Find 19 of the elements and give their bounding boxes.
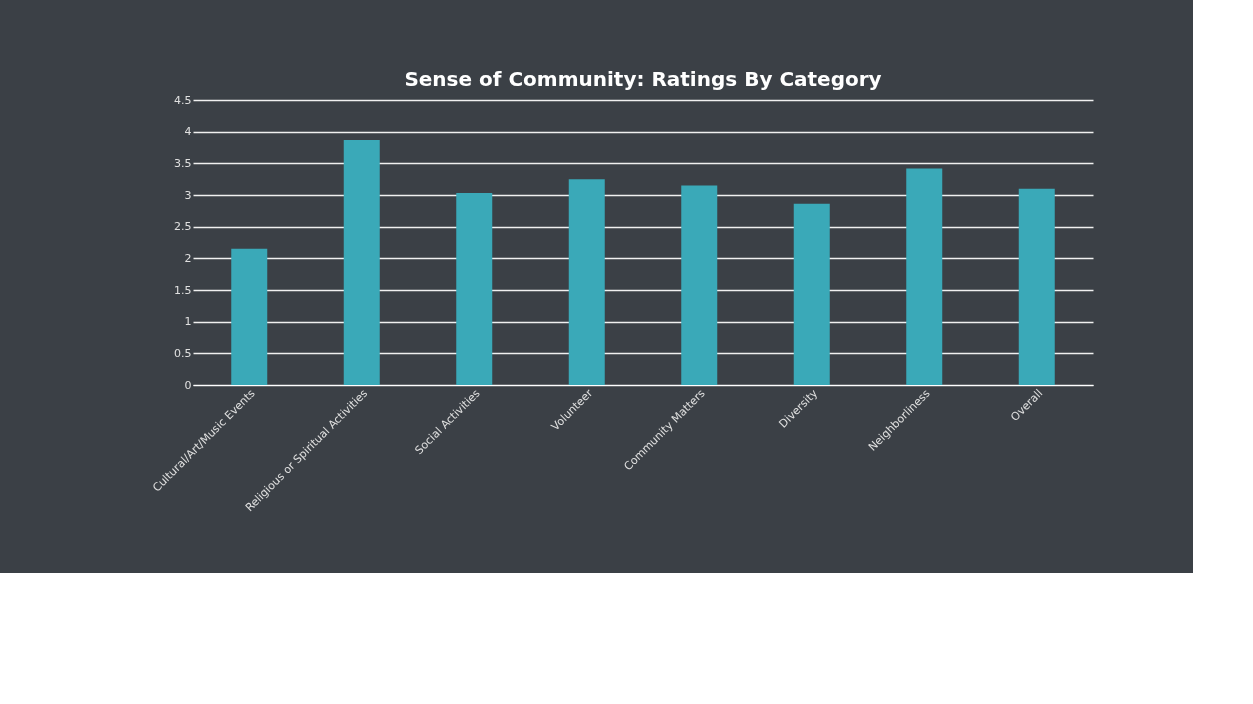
y-tick-label: 4.5 — [174, 93, 192, 107]
bar — [343, 139, 380, 385]
y-tick-label: 0.5 — [174, 346, 192, 360]
chart-title: Sense of Community: Ratings By Category — [404, 67, 882, 91]
bar — [681, 185, 718, 385]
y-tick-label: 4 — [184, 125, 192, 139]
bar — [1018, 188, 1055, 385]
bar — [568, 179, 605, 385]
y-tick-label: 3 — [184, 188, 192, 202]
y-tick-label: 1.5 — [174, 283, 192, 297]
bar — [793, 203, 830, 385]
bar — [456, 193, 493, 385]
y-tick-label: 0 — [184, 378, 192, 392]
y-tick-label: 1 — [184, 315, 192, 329]
y-tick-label: 2 — [184, 251, 192, 265]
bar — [906, 168, 943, 385]
y-tick-label: 3.5 — [174, 156, 192, 170]
bar — [231, 248, 268, 385]
y-tick-label: 2.5 — [174, 220, 192, 234]
